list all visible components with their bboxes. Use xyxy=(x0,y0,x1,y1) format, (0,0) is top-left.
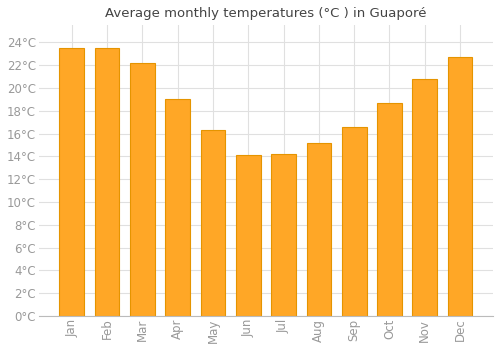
Bar xyxy=(448,57,472,316)
Bar xyxy=(377,103,402,316)
Bar xyxy=(166,99,190,316)
Bar xyxy=(306,143,331,316)
Title: Average monthly temperatures (°C ) in Guaporé: Average monthly temperatures (°C ) in Gu… xyxy=(105,7,426,20)
Bar xyxy=(130,63,155,316)
Bar xyxy=(95,48,120,316)
Bar xyxy=(200,130,226,316)
Bar xyxy=(60,48,84,316)
Bar xyxy=(342,127,366,316)
Bar xyxy=(236,155,260,316)
Bar xyxy=(271,154,296,316)
Bar xyxy=(412,79,437,316)
